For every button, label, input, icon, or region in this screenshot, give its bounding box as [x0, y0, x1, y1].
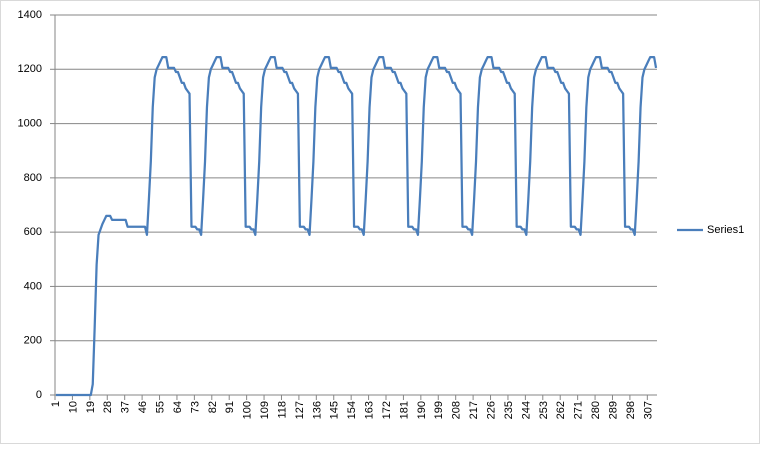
x-tick-label: 172 — [381, 401, 393, 419]
x-tick-label: 307 — [642, 401, 654, 419]
x-tick-label: 235 — [503, 401, 515, 419]
x-tick-label: 10 — [67, 401, 79, 413]
x-tick-label: 118 — [276, 401, 288, 419]
x-tick-label: 181 — [398, 401, 410, 419]
y-tick-label: 400 — [24, 280, 42, 292]
x-tick-label: 271 — [573, 401, 585, 419]
x-tick-label: 298 — [625, 401, 637, 419]
y-tick-label: 1200 — [18, 63, 42, 75]
x-tick-label: 289 — [607, 401, 619, 419]
x-tick-label: 100 — [242, 401, 254, 419]
y-tick-label: 600 — [24, 226, 42, 238]
x-tick-label: 109 — [259, 401, 271, 419]
line-series — [55, 55, 658, 397]
x-tick-label: 154 — [346, 401, 358, 419]
x-tick-label: 82 — [207, 401, 219, 413]
x-tick-label: 136 — [311, 401, 323, 419]
x-tick-label: 37 — [120, 401, 132, 413]
y-tick-label: 1000 — [18, 117, 42, 129]
x-tick-label: 280 — [590, 401, 602, 419]
legend-label: Series1 — [707, 224, 744, 236]
x-tick-label: 199 — [433, 401, 445, 419]
y-tick-label: 1400 — [18, 9, 42, 21]
x-tick-label: 145 — [329, 401, 341, 419]
x-tick-label: 19 — [85, 401, 97, 413]
x-tick-label: 262 — [555, 401, 567, 419]
x-tick-label: 226 — [485, 401, 497, 419]
x-tick-label: 208 — [451, 401, 463, 419]
y-tick-label: 0 — [36, 389, 42, 401]
x-tick-label: 127 — [294, 401, 306, 419]
y-tick-label: 800 — [24, 172, 42, 184]
x-tick-label: 91 — [224, 401, 236, 413]
x-tick-label: 253 — [538, 401, 550, 419]
x-tick-label: 46 — [137, 401, 149, 413]
x-tick-label: 64 — [172, 401, 184, 413]
x-tick-label: 28 — [102, 401, 114, 413]
x-tick-label: 55 — [154, 401, 166, 413]
x-tick-label: 244 — [520, 401, 532, 419]
x-tick-label: 217 — [468, 401, 480, 419]
x-tick-label: 190 — [416, 401, 428, 419]
x-tick-label: 163 — [364, 401, 376, 419]
y-tick-label: 200 — [24, 335, 42, 347]
x-tick-label: 73 — [189, 401, 201, 413]
x-tick-label: 1 — [50, 401, 62, 407]
